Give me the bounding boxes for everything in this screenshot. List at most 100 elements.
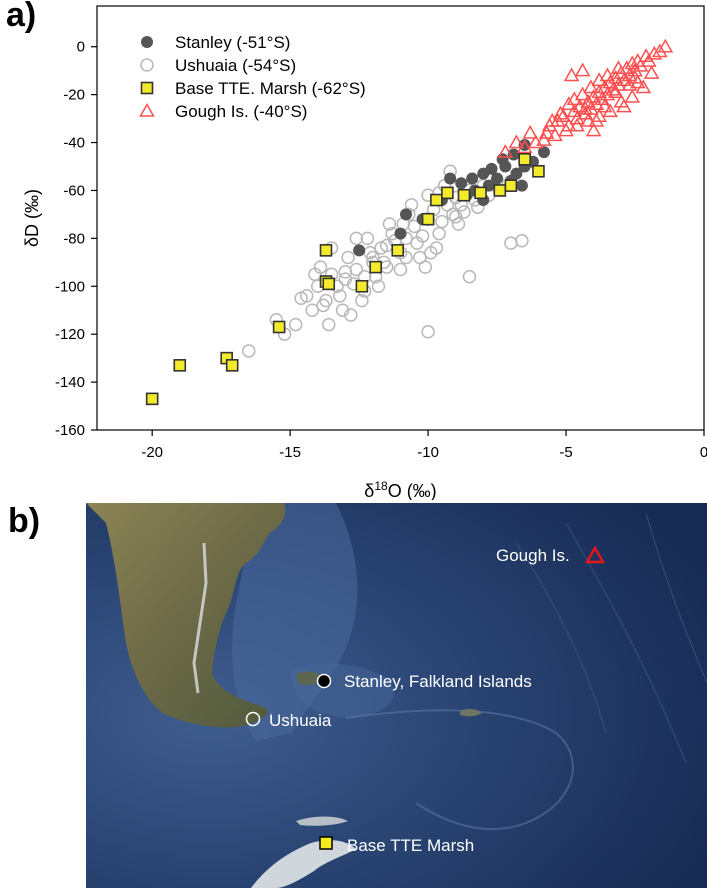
- map-label-ushuaia: Ushuaia: [269, 711, 332, 730]
- data-point: [371, 279, 386, 294]
- data-point: [652, 43, 668, 58]
- marsh-marker: [319, 836, 333, 850]
- data-point: [569, 110, 585, 125]
- data-point: [555, 108, 572, 122]
- axis-ticks: -20 -15 -10 -5 0 -160 -140 -120 -100 -80 -60 -40 -20…: [55, 39, 707, 461]
- data-point: [360, 231, 375, 246]
- data-point: [430, 193, 443, 207]
- series-3: [497, 38, 674, 158]
- data-point: [145, 392, 159, 406]
- data-point: [627, 62, 643, 77]
- data-point: [616, 98, 632, 113]
- data-point: [400, 208, 413, 221]
- data-point: [493, 184, 507, 197]
- data-point: [583, 79, 599, 94]
- data-point: [504, 236, 518, 250]
- data-point: [547, 127, 563, 142]
- south-georgia: [460, 708, 482, 717]
- data-point: [552, 105, 569, 120]
- map-label-marsh: Base TTE Marsh: [347, 836, 475, 855]
- data-point: [349, 231, 364, 246]
- data-point: [588, 96, 605, 110]
- x-tick-label: 0: [700, 444, 707, 461]
- data-point: [635, 79, 652, 94]
- y-tick-label: 0: [77, 39, 85, 56]
- data-points: [145, 38, 674, 406]
- data-point: [399, 250, 413, 265]
- data-point: [462, 269, 477, 284]
- data-point: [518, 153, 531, 166]
- map-label-stanley: Stanley, Falkland Islands: [344, 672, 532, 691]
- data-point: [421, 325, 435, 339]
- data-point: [393, 262, 408, 277]
- legend-label: Stanley (-51°S): [175, 33, 290, 52]
- data-point: [305, 303, 319, 317]
- data-point: [338, 265, 353, 279]
- data-point: [355, 279, 369, 293]
- data-point: [516, 139, 533, 154]
- data-point: [319, 244, 333, 257]
- data-point: [341, 250, 355, 265]
- legend-label: Base TTE. Marsh (-62°S): [175, 79, 366, 98]
- panel-label-b: b): [8, 502, 41, 540]
- data-point: [404, 198, 419, 212]
- stanley-marker: [316, 673, 332, 689]
- data-point: [621, 77, 638, 91]
- plot-frame: [96, 5, 705, 431]
- data-point: [308, 267, 322, 282]
- data-point: [602, 103, 618, 118]
- y-tick-label: -120: [55, 326, 85, 343]
- legend-label: Ushuaia (-54°S): [175, 56, 296, 75]
- data-point: [641, 53, 657, 67]
- data-point: [225, 359, 239, 372]
- y-tick-label: -140: [55, 374, 85, 391]
- data-point: [491, 172, 504, 185]
- data-point: [599, 67, 616, 82]
- data-point: [424, 245, 438, 260]
- data-point: [522, 124, 538, 139]
- data-point: [566, 91, 583, 106]
- x-tick-label: -5: [559, 444, 572, 461]
- legend-label: Gough Is. (-40°S): [175, 102, 307, 121]
- y-tick-label: -60: [63, 182, 85, 199]
- data-point: [455, 177, 468, 190]
- data-point: [569, 117, 585, 132]
- data-point: [485, 162, 498, 175]
- y-tick-label: -20: [63, 87, 85, 104]
- x-tick-label: -15: [279, 444, 301, 461]
- data-point: [537, 146, 550, 159]
- data-point: [607, 84, 624, 98]
- ushuaia-marker: [245, 711, 261, 727]
- data-point: [574, 86, 591, 101]
- data-point: [319, 293, 333, 308]
- data-point: [299, 289, 314, 303]
- data-point: [288, 317, 303, 332]
- data-point: [527, 134, 544, 149]
- data-point: [508, 134, 525, 149]
- legend-marker: [140, 58, 154, 72]
- data-point: [515, 179, 528, 192]
- antarctic-peninsula: [251, 840, 356, 888]
- data-point: [432, 226, 446, 241]
- data-point: [435, 214, 449, 229]
- legend-marker: [140, 81, 154, 95]
- data-point: [646, 45, 663, 60]
- data-point: [577, 100, 594, 115]
- data-point: [466, 172, 479, 185]
- map-label-gough: Gough Is.: [496, 546, 570, 565]
- data-point: [496, 153, 509, 166]
- series-1: [242, 164, 529, 358]
- legend-marker: [141, 36, 153, 48]
- data-point: [173, 359, 187, 372]
- data-point: [369, 260, 382, 274]
- x-tick-label: -10: [417, 444, 439, 461]
- data-point: [333, 289, 347, 303]
- series-2: [145, 153, 545, 406]
- data-point: [657, 38, 674, 53]
- data-point: [563, 67, 580, 82]
- data-point: [507, 148, 520, 161]
- data-point: [504, 179, 518, 192]
- y-tick-label: -160: [55, 422, 85, 439]
- data-point: [536, 132, 552, 146]
- data-point: [624, 89, 641, 103]
